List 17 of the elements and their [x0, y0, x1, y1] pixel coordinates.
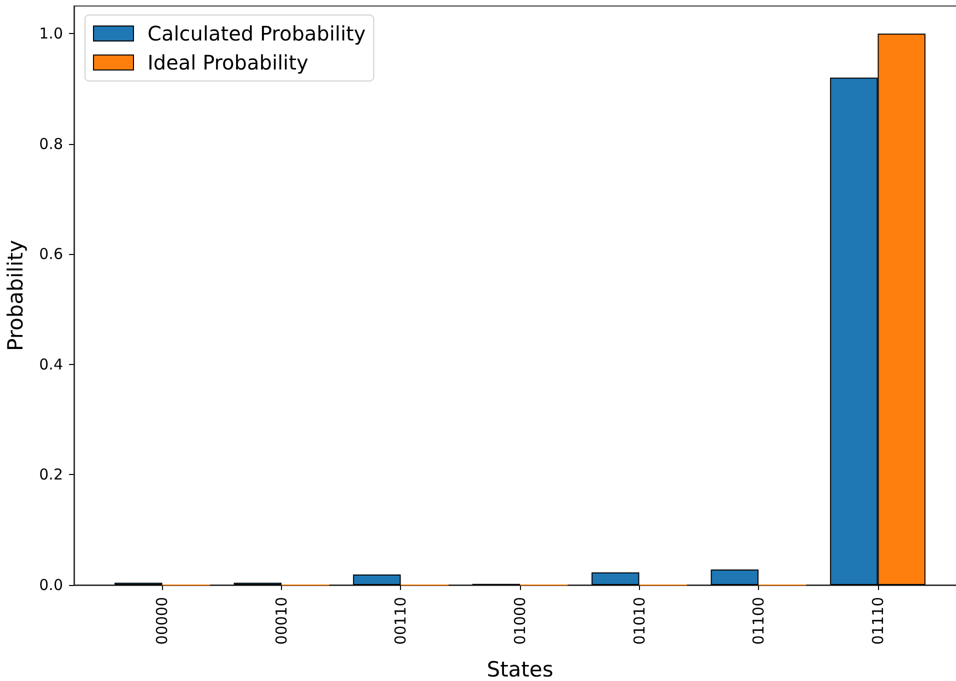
x-tick-label: 01100 — [750, 597, 768, 645]
legend-label: Calculated Probability — [148, 22, 366, 46]
x-tick-label: 00000 — [153, 597, 172, 645]
y-tick-label: 0.8 — [39, 134, 63, 153]
y-tick-label: 0.2 — [39, 466, 63, 484]
y-axis-title: Probability — [4, 240, 28, 352]
y-tick-label: 0.4 — [39, 355, 63, 374]
legend-label: Ideal Probability — [148, 50, 308, 74]
x-tick-label: 01010 — [630, 597, 648, 645]
y-tick-label: 0.6 — [39, 245, 63, 264]
x-tick-label: 00010 — [272, 597, 290, 645]
x-tick-label: 01110 — [868, 597, 887, 645]
x-tick-label: 01000 — [511, 597, 529, 645]
x-axis-title: States — [486, 658, 554, 681]
y-tick-label: 0.0 — [39, 576, 63, 594]
x-tick-label: 00110 — [392, 597, 410, 645]
y-tick-label: 1.0 — [39, 24, 63, 43]
